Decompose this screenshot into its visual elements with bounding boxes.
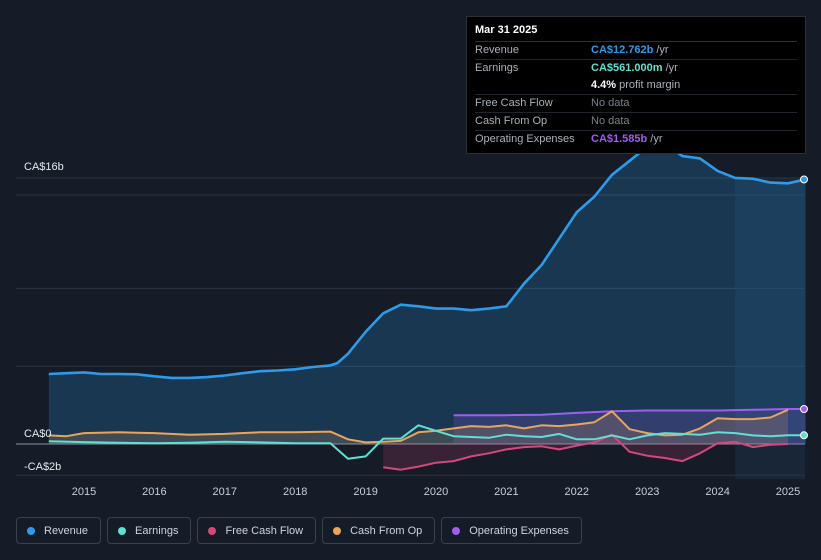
legend-label: Operating Expenses <box>469 524 569 537</box>
tooltip-date: Mar 31 2025 <box>475 24 797 42</box>
legend-item-cash-from-op[interactable]: Cash From Op <box>322 517 436 544</box>
tooltip-row-label: Cash From Op <box>475 115 548 127</box>
legend-item-operating-expenses[interactable]: Operating Expenses <box>441 517 582 544</box>
x-tick-label: 2020 <box>424 486 448 498</box>
earnings-end-marker <box>800 431 808 440</box>
revenue-end-marker <box>800 175 808 184</box>
tooltip-row: Earnings CA$561.000m/yr <box>475 60 797 77</box>
x-axis: 2015 2016 2017 2018 2019 2020 2021 2022 2023 2024… <box>72 486 800 498</box>
legend-item-free-cash-flow[interactable]: Free Cash Flow <box>197 517 317 544</box>
y-label-bottom: -CA$2b <box>24 461 61 473</box>
tooltip-row-unit: /yr <box>656 44 669 56</box>
tooltip-row-label: Free Cash Flow <box>475 97 553 109</box>
legend: Revenue Earnings Free Cash Flow Cash From O… <box>16 517 582 544</box>
legend-label: Free Cash Flow <box>225 524 304 537</box>
y-label-top: CA$16b <box>24 161 64 173</box>
earnings-line <box>48 424 806 460</box>
tooltip-row-unit: /yr <box>650 133 663 145</box>
x-tick-label: 2022 <box>565 486 589 498</box>
x-tick-label: 2021 <box>494 486 518 498</box>
tooltip-row: Revenue CA$12.762b/yr <box>475 42 797 60</box>
operating-expenses-end-marker <box>800 404 808 413</box>
legend-dot-icon <box>208 526 217 535</box>
tooltip-rows: Revenue CA$12.762b/yr Earnings CA$561.000m /… <box>475 42 797 148</box>
free-cash-flow-area <box>383 434 788 470</box>
tooltip-row-label: Revenue <box>475 44 520 56</box>
x-tick-label: 2017 <box>213 486 237 498</box>
x-tick-label: 2019 <box>353 486 377 498</box>
series-end-markers <box>800 175 808 440</box>
tooltip-row-value: No data <box>591 115 630 127</box>
tooltip-row: Operating Expenses CA$1.585b/yr <box>475 131 797 148</box>
x-tick-label: 2016 <box>142 486 166 498</box>
cash-from-op-area <box>48 409 789 444</box>
legend-label: Cash From Op <box>350 524 423 537</box>
tooltip-row-value: CA$561.000m <box>591 62 663 74</box>
tooltip-row-value: No data <box>591 97 630 109</box>
x-tick-label: 2024 <box>705 486 729 498</box>
x-tick-label: 2025 <box>776 486 800 498</box>
tooltip-row: 4.4% profit margin <box>475 77 797 95</box>
legend-item-earnings[interactable]: Earnings <box>107 517 192 544</box>
forecast-band <box>735 178 805 479</box>
tooltip-row-value: CA$1.585b <box>591 133 648 145</box>
tooltip-row-label: Earnings <box>475 62 519 74</box>
tooltip-row: Cash From Op No data <box>475 113 797 131</box>
free-cash-flow-line <box>383 433 789 471</box>
tooltip-row-label: Operating Expenses <box>475 133 575 145</box>
series-areas <box>48 143 806 470</box>
legend-item-revenue[interactable]: Revenue <box>16 517 102 544</box>
tooltip: Mar 31 2025 Revenue CA$12.762b/yr Earnings… <box>466 16 806 154</box>
legend-dot-icon <box>452 526 461 535</box>
x-tick-label: 2018 <box>283 486 307 498</box>
y-label-zero: CA$0 <box>24 428 52 440</box>
legend-label: Revenue <box>44 524 89 537</box>
legend-dot-icon <box>118 526 127 535</box>
legend-label: Earnings <box>135 524 179 537</box>
tooltip-row: Free Cash Flow No data <box>475 95 797 113</box>
operating-expenses-line <box>453 408 806 417</box>
revenue-area <box>48 143 806 444</box>
tooltip-row-unit: /yr <box>665 62 678 74</box>
tooltip-row-value: 4.4% <box>591 79 617 91</box>
tooltip-row-value: CA$12.762b <box>591 44 654 56</box>
x-tick-label: 2015 <box>72 486 96 498</box>
tooltip-row-unit: profit margin <box>619 79 681 91</box>
tooltip-row-label <box>475 77 591 94</box>
legend-dot-icon <box>333 526 342 535</box>
legend-dot-icon <box>27 526 35 535</box>
x-tick-label: 2023 <box>635 486 659 498</box>
